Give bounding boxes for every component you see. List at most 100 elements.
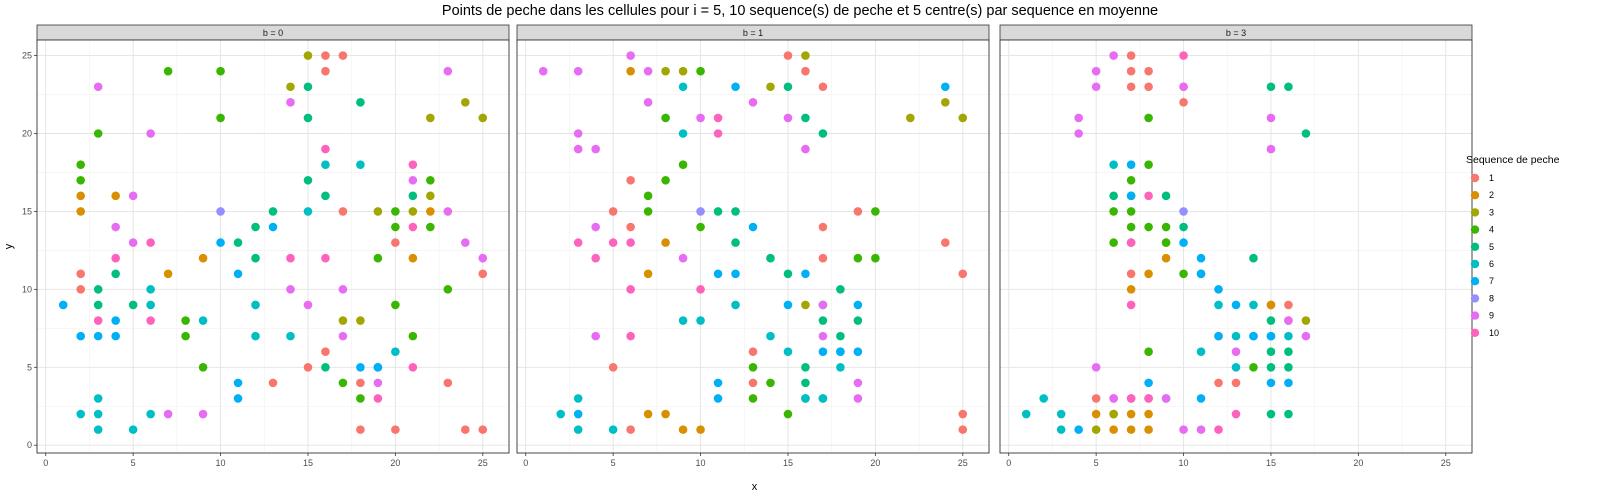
data-point <box>286 331 295 341</box>
data-point <box>408 253 418 263</box>
data-point <box>1056 425 1066 434</box>
data-point <box>818 253 828 263</box>
data-point <box>286 98 295 107</box>
data-point <box>251 331 260 341</box>
facet-label: b = 3 <box>1226 28 1246 38</box>
data-point <box>198 362 208 372</box>
data-point <box>678 253 688 263</box>
data-point <box>713 394 723 403</box>
data-point <box>146 300 155 310</box>
data-point <box>713 207 723 216</box>
data-point <box>76 175 86 185</box>
data-point <box>1179 51 1188 60</box>
data-point <box>1021 409 1031 419</box>
panel-border <box>36 39 510 454</box>
x-tick-label: 10 <box>216 458 226 468</box>
legend-item-label: 9 <box>1489 311 1494 321</box>
data-point <box>748 394 758 403</box>
data-point <box>1091 394 1101 403</box>
data-point <box>696 425 705 434</box>
data-point <box>1144 409 1153 419</box>
data-point <box>783 82 793 92</box>
data-point <box>233 269 243 279</box>
facet-panel: b = 3 0 5 10 15 20 25 <box>999 24 1473 468</box>
data-point <box>713 129 723 138</box>
legend-title: Sequence de peche <box>1466 154 1560 166</box>
data-point <box>233 378 243 388</box>
data-point <box>303 51 313 60</box>
legend-item-label: 1 <box>1489 173 1494 183</box>
data-point <box>58 300 68 310</box>
data-point <box>731 207 740 216</box>
legend-swatch <box>1470 173 1480 183</box>
data-point <box>286 82 295 92</box>
data-point <box>556 409 566 419</box>
data-point <box>1196 425 1206 434</box>
data-point <box>76 409 86 419</box>
data-point <box>643 409 653 419</box>
data-point <box>1214 285 1223 294</box>
data-point <box>731 269 740 279</box>
data-point <box>128 191 138 201</box>
data-point <box>573 425 583 434</box>
data-point <box>443 285 453 294</box>
data-point <box>661 238 670 247</box>
data-point <box>1126 160 1136 169</box>
data-point <box>408 175 418 185</box>
data-point <box>1196 253 1206 263</box>
data-point <box>1266 113 1276 123</box>
data-point <box>661 175 670 185</box>
data-point <box>181 316 190 325</box>
data-point <box>1249 362 1258 372</box>
data-point <box>1249 253 1258 263</box>
x-tick-label: 0 <box>1006 458 1011 468</box>
data-point <box>93 82 103 92</box>
data-point <box>1284 316 1293 325</box>
data-point <box>93 425 103 434</box>
data-point <box>1109 425 1118 434</box>
data-point <box>1126 285 1136 294</box>
data-point <box>198 409 208 419</box>
facet-panel: b = 0 0 5 10 15 20 25 0 5 10 15 20 25 <box>22 24 510 468</box>
data-point <box>1231 331 1241 341</box>
data-point <box>146 316 155 325</box>
data-point <box>731 82 740 92</box>
data-point <box>871 253 880 263</box>
data-point <box>1301 316 1311 325</box>
data-point <box>338 207 348 216</box>
data-point <box>443 378 453 388</box>
data-point <box>1144 222 1153 232</box>
legend: Sequence de peche 1 2 3 4 5 6 7 8 9 10 <box>1466 154 1560 338</box>
x-tick-label: 15 <box>1266 458 1276 468</box>
data-point <box>181 331 190 341</box>
y-tick-label: 25 <box>22 51 32 61</box>
panel-border <box>516 39 990 454</box>
data-point <box>198 316 208 325</box>
data-point <box>163 66 173 76</box>
data-point <box>426 175 435 185</box>
x-tick-label: 25 <box>1441 458 1451 468</box>
data-point <box>1091 66 1101 76</box>
legend-item-label: 6 <box>1489 259 1494 269</box>
data-point <box>1126 82 1136 92</box>
data-point <box>111 331 120 341</box>
data-point <box>573 394 583 403</box>
panel-background <box>1000 40 1472 453</box>
data-point <box>731 300 740 310</box>
x-axis-title: x <box>752 481 758 493</box>
data-point <box>940 82 950 92</box>
data-point <box>1179 98 1188 107</box>
legend-swatch <box>1470 259 1480 269</box>
data-point <box>573 409 583 419</box>
data-point <box>93 285 103 294</box>
data-point <box>783 300 793 310</box>
data-point <box>1126 269 1136 279</box>
data-point <box>373 207 383 216</box>
data-point <box>1091 362 1101 372</box>
data-point <box>1266 144 1276 154</box>
data-point <box>1126 175 1136 185</box>
x-tick-label: 0 <box>43 458 48 468</box>
data-point <box>478 269 488 279</box>
data-point <box>426 222 435 232</box>
data-point <box>1284 347 1293 356</box>
